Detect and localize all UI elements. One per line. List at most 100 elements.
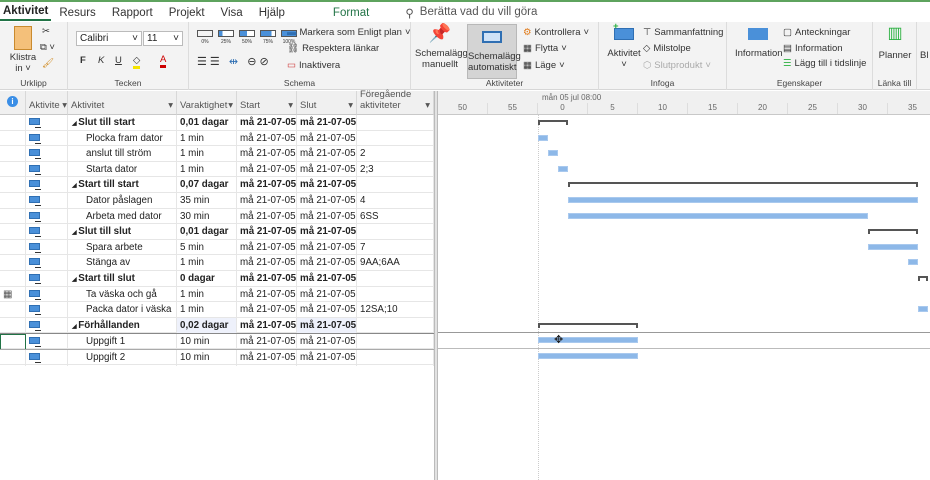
cell-pred[interactable]: 4: [357, 193, 434, 209]
cell-duration[interactable]: 1 min: [177, 286, 237, 303]
add-to-timeline-button[interactable]: ☰ Lägg till i tidslinje: [783, 58, 867, 69]
table-row[interactable]: ◢ Förhållanden 0,02 dagar må 21-07-05 må 21…: [0, 317, 434, 334]
cell-end[interactable]: må 21-07-05: [297, 224, 357, 240]
cell-mode[interactable]: [26, 208, 68, 225]
cell-start[interactable]: må 21-07-05: [237, 130, 297, 147]
format-painter-icon[interactable]: 🖌: [42, 58, 55, 69]
cell-mode[interactable]: [26, 255, 68, 271]
summary-bar[interactable]: [568, 182, 918, 188]
cell-duration[interactable]: 0,01 dagar: [177, 115, 237, 131]
cell-mode[interactable]: [26, 161, 68, 178]
cut-icon[interactable]: ✂: [42, 26, 50, 37]
cell-pred[interactable]: [357, 177, 434, 193]
cell-end[interactable]: må 21-07-05: [297, 271, 357, 287]
cell-name[interactable]: Stänga av: [68, 255, 177, 271]
task-bar[interactable]: [868, 243, 918, 250]
percent-100-button[interactable]: 100%: [281, 30, 297, 48]
view-splitter[interactable]: [434, 91, 438, 480]
cell-mode[interactable]: [26, 302, 68, 318]
cell-name[interactable]: Uppgift 2: [68, 350, 177, 366]
summary-bar[interactable]: [868, 229, 918, 235]
cell-name[interactable]: Arbeta med dator: [68, 208, 177, 225]
cell-name[interactable]: Uppgift 1: [68, 334, 177, 350]
table-row[interactable]: Uppgift 2 10 min må 21-07-05 må 21-07-05: [0, 349, 434, 366]
cell-duration[interactable]: 0,02 dagar: [177, 317, 237, 334]
cell-duration[interactable]: 1 min: [177, 255, 237, 271]
cell-duration[interactable]: 10 min: [177, 334, 237, 350]
summary-bar[interactable]: [918, 276, 928, 281]
summary-bar[interactable]: [538, 322, 638, 328]
cell-duration[interactable]: 0 dagar: [177, 271, 237, 287]
inspect-button[interactable]: ⚙ Kontrollera ˅: [523, 27, 590, 38]
collapse-icon[interactable]: ◢: [72, 121, 79, 127]
tab-format[interactable]: Format: [332, 6, 370, 19]
cell-pred[interactable]: [357, 224, 434, 240]
cell-indicators[interactable]: [0, 239, 26, 256]
planner-button[interactable]: ▥ Planner: [878, 25, 912, 62]
cell-mode[interactable]: [26, 224, 68, 240]
cell-pred[interactable]: [357, 317, 434, 334]
details-button[interactable]: ▤ Information: [783, 43, 843, 54]
cell-duration[interactable]: 0,01 dagar: [177, 224, 237, 240]
cell-start[interactable]: må 21-07-05: [237, 334, 297, 350]
cell-pred[interactable]: [357, 130, 434, 147]
cell-pred[interactable]: [357, 350, 434, 366]
cell-name[interactable]: Packa dator i väska: [68, 302, 177, 318]
highlight-color-icon[interactable]: ◇: [133, 55, 141, 69]
cell-pred[interactable]: [357, 115, 434, 131]
cell-pred[interactable]: 12SA;10: [357, 302, 434, 318]
cell-end[interactable]: må 21-07-05: [297, 350, 357, 366]
cell-pred[interactable]: 2;3: [357, 161, 434, 178]
cell-start[interactable]: må 21-07-05: [237, 317, 297, 334]
summary-button[interactable]: ⊤ Sammanfattning: [643, 27, 724, 38]
cell-start[interactable]: må 21-07-05: [237, 286, 297, 303]
tab-projekt[interactable]: Projekt: [168, 6, 205, 19]
mode-button[interactable]: ▦ Läge ˅: [523, 60, 565, 71]
italic-button[interactable]: K: [98, 55, 105, 66]
copy-icon[interactable]: ⧉ ˅: [40, 42, 55, 53]
cell-end[interactable]: må 21-07-05: [297, 193, 357, 209]
cell-duration[interactable]: 35 min: [177, 193, 237, 209]
cell-mode[interactable]: [26, 334, 68, 350]
information-button[interactable]: Information: [735, 28, 783, 59]
collapse-icon[interactable]: ◢: [72, 323, 79, 330]
table-row[interactable]: Packa dator i väska 1 min må 21-07-05 må 21…: [0, 302, 434, 318]
cell-name[interactable]: ◢ Start till start: [68, 177, 177, 193]
table-row[interactable]: ▦ Ta väska och gå 1 min må 21-07-05 må 21-07…: [0, 286, 434, 303]
cell-name[interactable]: anslut till ström: [68, 146, 177, 162]
cell-start[interactable]: må 21-07-05: [237, 161, 297, 178]
mark-on-track-button[interactable]: ▬ Markera som Enligt plan ˅: [287, 27, 411, 38]
respect-links-button[interactable]: ⛓ Respektera länkar: [287, 43, 380, 54]
cell-start[interactable]: må 21-07-05: [237, 115, 297, 131]
task-bar[interactable]: [908, 259, 918, 266]
cell-start[interactable]: må 21-07-05: [237, 224, 297, 240]
cell-end[interactable]: må 21-07-05: [297, 177, 357, 193]
cell-name[interactable]: Plocka fram dator: [68, 130, 177, 147]
task-bar[interactable]: [568, 197, 918, 203]
cell-indicators[interactable]: [0, 271, 26, 287]
cell-indicators[interactable]: [0, 193, 26, 209]
cell-start[interactable]: må 21-07-05: [237, 302, 297, 318]
cell-start[interactable]: må 21-07-05: [237, 193, 297, 209]
cell-start[interactable]: må 21-07-05: [237, 255, 297, 271]
table-row[interactable]: anslut till ström 1 min må 21-07-05 må 21-0…: [0, 146, 434, 162]
cell-end[interactable]: må 21-07-05: [297, 130, 357, 147]
cell-pred[interactable]: 7: [357, 239, 434, 256]
font-color-button[interactable]: A: [160, 54, 167, 68]
cell-start[interactable]: må 21-07-05: [237, 239, 297, 256]
cell-end[interactable]: må 21-07-05: [297, 334, 357, 350]
cell-pred[interactable]: 2: [357, 146, 434, 162]
collapse-icon[interactable]: ◢: [72, 277, 79, 283]
table-row[interactable]: Plocka fram dator 1 min må 21-07-05 må 21-0…: [0, 130, 434, 147]
cell-pred[interactable]: [357, 271, 434, 287]
cell-start[interactable]: må 21-07-05: [237, 177, 297, 193]
table-row[interactable]: ◢ Slut till slut 0,01 dagar må 21-07-05 må …: [0, 224, 434, 240]
table-row[interactable]: ◢ Slut till start 0,01 dagar må 21-07-05 må…: [0, 115, 434, 131]
cell-indicators[interactable]: [0, 208, 26, 225]
percent-0-button[interactable]: 0%: [197, 30, 213, 48]
summary-bar[interactable]: [538, 120, 568, 125]
cell-end[interactable]: må 21-07-05: [297, 146, 357, 162]
cell-name[interactable]: Spara arbete: [68, 239, 177, 256]
cell-duration[interactable]: 1 min: [177, 146, 237, 162]
tab-hjalp[interactable]: Hjälp: [258, 6, 285, 19]
